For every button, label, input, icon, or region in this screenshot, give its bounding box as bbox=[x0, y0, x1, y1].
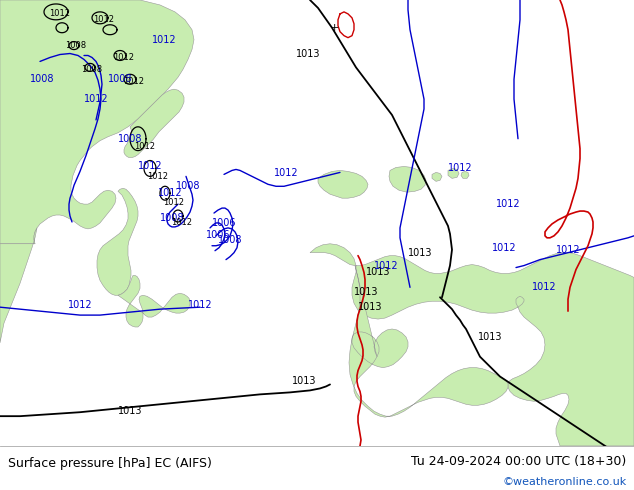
Polygon shape bbox=[310, 244, 634, 446]
Text: 1012: 1012 bbox=[532, 282, 556, 293]
Text: 1013: 1013 bbox=[118, 406, 142, 416]
Polygon shape bbox=[124, 89, 184, 158]
Text: 1012: 1012 bbox=[274, 169, 299, 178]
Text: Tu 24-09-2024 00:00 UTC (18+30): Tu 24-09-2024 00:00 UTC (18+30) bbox=[411, 455, 626, 468]
Text: 1008: 1008 bbox=[118, 134, 142, 144]
Text: 1012: 1012 bbox=[164, 197, 184, 207]
Text: 1012: 1012 bbox=[158, 188, 183, 198]
Text: 1012: 1012 bbox=[138, 162, 162, 172]
Text: 1012: 1012 bbox=[496, 199, 521, 209]
Text: 1012: 1012 bbox=[113, 53, 134, 62]
Text: 1012: 1012 bbox=[152, 35, 176, 45]
Text: 1013: 1013 bbox=[478, 332, 502, 342]
Polygon shape bbox=[389, 167, 426, 192]
Text: 1006: 1006 bbox=[212, 218, 236, 228]
Text: Surface pressure [hPa] EC (AIFS): Surface pressure [hPa] EC (AIFS) bbox=[8, 457, 212, 470]
Text: +: + bbox=[329, 23, 339, 33]
Text: 1012: 1012 bbox=[68, 300, 93, 310]
Polygon shape bbox=[0, 228, 37, 343]
Text: 1008: 1008 bbox=[176, 181, 200, 191]
Text: 1008: 1008 bbox=[81, 65, 103, 74]
Text: 1012: 1012 bbox=[555, 245, 580, 255]
Polygon shape bbox=[318, 171, 368, 198]
Polygon shape bbox=[0, 0, 194, 244]
Text: 1012: 1012 bbox=[492, 243, 516, 253]
Text: 1008: 1008 bbox=[108, 74, 133, 84]
Text: 1012: 1012 bbox=[84, 94, 108, 104]
Text: 1013: 1013 bbox=[354, 287, 378, 297]
Text: 1013: 1013 bbox=[408, 247, 432, 258]
Text: 1012: 1012 bbox=[93, 15, 115, 24]
Text: 1012: 1012 bbox=[448, 164, 472, 173]
Polygon shape bbox=[118, 275, 190, 327]
Text: 1012: 1012 bbox=[49, 9, 70, 18]
Polygon shape bbox=[461, 172, 469, 178]
Text: 1008: 1008 bbox=[65, 41, 87, 50]
Text: 1013: 1013 bbox=[366, 268, 391, 277]
Text: 1008: 1008 bbox=[217, 235, 242, 245]
Text: 1012: 1012 bbox=[124, 77, 145, 86]
Text: 1013: 1013 bbox=[295, 49, 320, 59]
Text: 1013: 1013 bbox=[358, 302, 382, 312]
Text: 1012: 1012 bbox=[373, 261, 398, 270]
Polygon shape bbox=[349, 266, 508, 417]
Text: 1013: 1013 bbox=[292, 376, 316, 387]
Polygon shape bbox=[432, 172, 442, 181]
Text: ©weatheronline.co.uk: ©weatheronline.co.uk bbox=[502, 477, 626, 487]
Polygon shape bbox=[97, 188, 138, 295]
Text: 1008: 1008 bbox=[160, 213, 184, 223]
Text: 1012: 1012 bbox=[148, 172, 169, 181]
Text: 1012: 1012 bbox=[134, 142, 155, 151]
Text: 1008: 1008 bbox=[30, 74, 55, 84]
Text: 1006: 1006 bbox=[206, 230, 230, 240]
Text: 1012: 1012 bbox=[172, 219, 193, 227]
Polygon shape bbox=[448, 169, 459, 178]
Text: 1012: 1012 bbox=[188, 300, 212, 310]
